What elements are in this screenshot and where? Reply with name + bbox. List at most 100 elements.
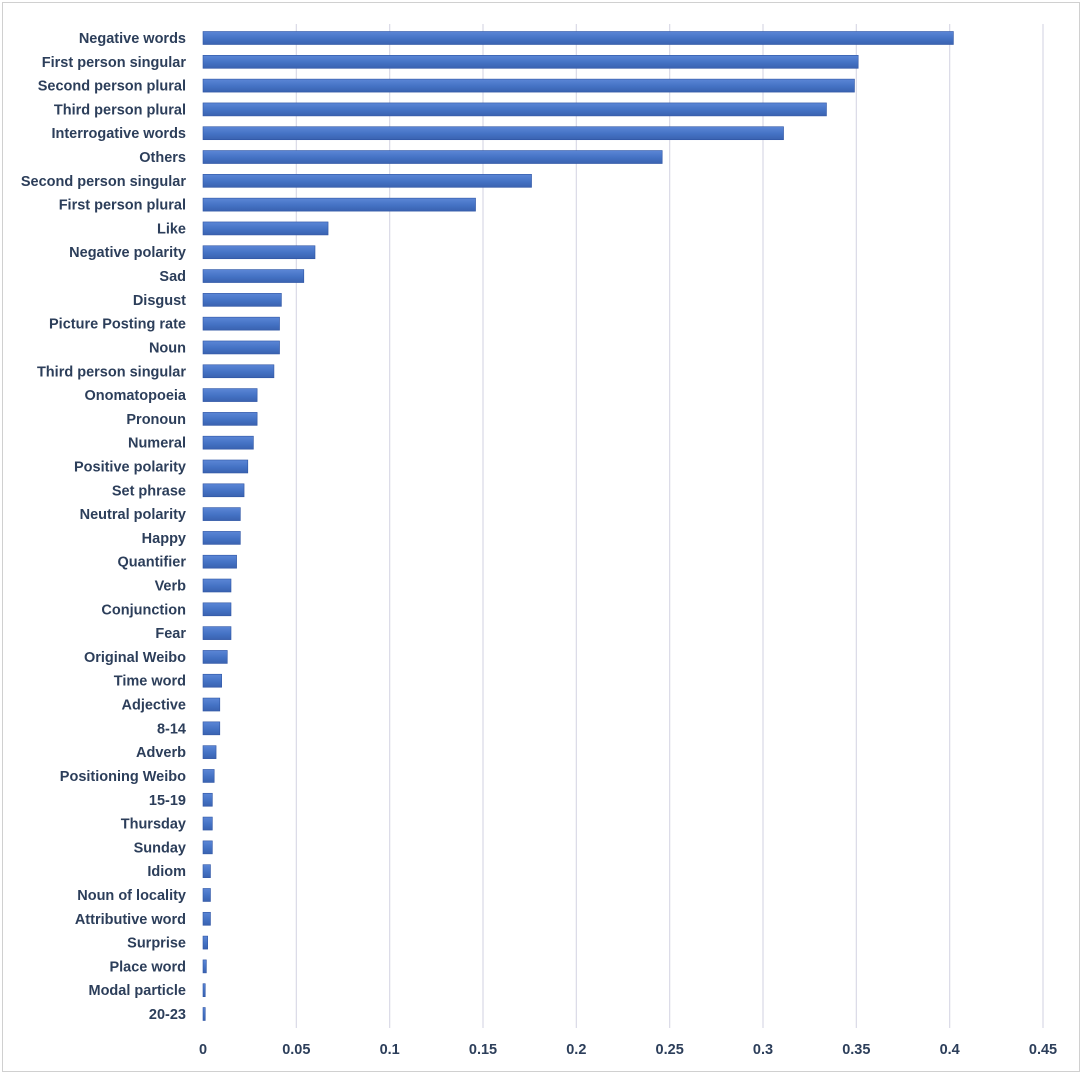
bar <box>202 78 855 93</box>
bars <box>202 31 954 1021</box>
bar <box>202 459 249 474</box>
category-label: Disgust <box>133 293 186 309</box>
bar <box>202 388 258 402</box>
bar <box>202 174 532 188</box>
category-label: Thursday <box>121 817 186 833</box>
bar <box>202 769 215 783</box>
bar <box>202 673 222 688</box>
bar <box>202 483 245 498</box>
category-label: Positive polarity <box>74 459 186 475</box>
category-label: Onomatopoeia <box>84 388 186 404</box>
x-tick-label: 0.15 <box>469 1042 497 1058</box>
category-label: Third person singular <box>37 364 186 380</box>
bar <box>202 554 237 569</box>
category-label: Negative words <box>79 31 186 47</box>
bar <box>202 364 275 379</box>
bar <box>202 245 316 260</box>
category-label: 15-19 <box>149 793 186 809</box>
category-label: Conjunction <box>101 602 186 618</box>
category-label: Idiom <box>147 864 186 880</box>
category-label: Like <box>157 221 186 237</box>
x-tick-label: 0.35 <box>842 1042 870 1058</box>
category-label: Noun <box>149 340 186 356</box>
bar <box>202 602 232 617</box>
category-labels: Negative words First person singular Secon… <box>21 31 187 1023</box>
bar <box>202 626 232 640</box>
bar <box>202 1007 206 1021</box>
x-tick-label: 0.2 <box>566 1042 586 1058</box>
category-label: Others <box>139 150 186 166</box>
bar <box>202 197 476 212</box>
x-tick-label: 0.3 <box>753 1042 773 1058</box>
category-label: Numeral <box>128 436 186 452</box>
bar <box>202 340 280 355</box>
bar <box>202 435 254 450</box>
bar <box>202 888 211 902</box>
category-label: Place word <box>109 959 186 975</box>
bar <box>202 721 221 736</box>
category-label: Quantifier <box>118 555 187 571</box>
x-tick-label: 0 <box>199 1042 207 1058</box>
bar <box>202 792 213 807</box>
category-label: Fear <box>155 626 186 642</box>
category-label: Attributive word <box>75 912 186 928</box>
bar <box>202 816 213 831</box>
category-label: 20-23 <box>149 1007 186 1023</box>
bar <box>202 102 827 117</box>
category-label: Neutral polarity <box>80 507 186 523</box>
bar <box>202 31 954 45</box>
x-tick-label: 0.1 <box>380 1042 400 1058</box>
category-label: Third person plural <box>54 102 186 118</box>
bar <box>202 697 221 712</box>
x-tick-label: 0.4 <box>940 1042 960 1058</box>
bar <box>202 126 784 141</box>
category-label: Second person plural <box>38 79 186 95</box>
bar <box>202 935 208 950</box>
category-label: Adjective <box>122 698 186 714</box>
bar <box>202 507 241 521</box>
category-label: Modal particle <box>89 983 187 999</box>
category-label: Set phrase <box>112 483 186 499</box>
category-label: 8-14 <box>157 721 186 737</box>
category-label: Negative polarity <box>69 245 186 261</box>
category-label: Interrogative words <box>51 126 186 142</box>
category-label: Verb <box>155 579 187 595</box>
bar <box>202 578 232 593</box>
category-label: Picture Posting rate <box>49 317 186 333</box>
bar <box>202 221 329 236</box>
bar <box>202 269 305 283</box>
x-tick-label: 0.25 <box>656 1042 684 1058</box>
bar <box>202 745 217 759</box>
category-label: Sunday <box>134 840 186 856</box>
category-label: Time word <box>114 674 186 690</box>
x-tick-labels: 0 0.05 0.1 0.15 0.2 0.25 0.3 0.35 0.4 0.45 <box>199 1042 1057 1058</box>
category-label: Adverb <box>136 745 186 761</box>
bar <box>202 864 211 878</box>
bar <box>202 55 859 69</box>
category-label: Happy <box>142 531 186 547</box>
bar <box>202 911 211 926</box>
category-label: First person singular <box>42 55 187 71</box>
bar <box>202 650 228 664</box>
bar <box>202 840 213 855</box>
category-label: Surprise <box>127 936 186 952</box>
category-label: First person plural <box>59 198 186 214</box>
bar <box>202 983 206 997</box>
x-tick-label: 0.05 <box>282 1042 310 1058</box>
x-tick-label: 0.45 <box>1029 1042 1057 1058</box>
bar <box>202 316 280 331</box>
bar <box>202 150 663 164</box>
bar <box>202 412 258 426</box>
gridlines <box>295 24 1044 1028</box>
bar <box>202 531 241 545</box>
category-label: Original Weibo <box>84 650 186 666</box>
category-label: Pronoun <box>126 412 186 428</box>
bar <box>202 293 282 307</box>
category-label: Second person singular <box>21 174 187 190</box>
category-label: Sad <box>159 269 186 285</box>
bar <box>202 959 207 974</box>
category-label: Noun of locality <box>77 888 186 904</box>
category-label: Positioning Weibo <box>60 769 186 785</box>
